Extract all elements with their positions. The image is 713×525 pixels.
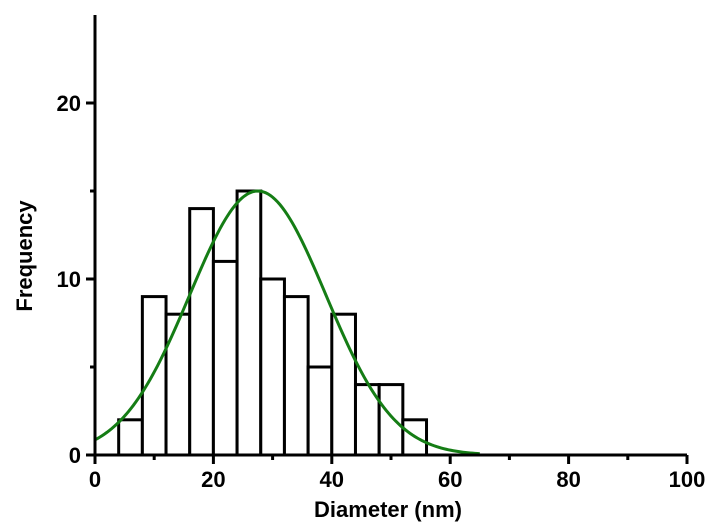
histogram-bar [259, 277, 286, 457]
histogram-bar [211, 259, 239, 457]
histogram-bar [306, 365, 334, 457]
x-tick-label: 40 [320, 467, 344, 492]
histogram-bar [117, 418, 144, 457]
histogram-bar [282, 295, 310, 457]
histogram-bar [235, 189, 263, 457]
histogram-bar [140, 295, 168, 457]
histogram-bar [377, 383, 405, 457]
histogram-bar [164, 312, 192, 457]
y-tick-label: 10 [57, 267, 81, 292]
x-tick-label: 100 [669, 467, 706, 492]
y-tick-label: 20 [57, 91, 81, 116]
x-tick-label: 60 [438, 467, 462, 492]
x-tick-label: 80 [556, 467, 580, 492]
y-axis-title: Frequency [12, 200, 37, 312]
axis-ticks [86, 101, 689, 464]
gaussian-fit-curve [94, 189, 480, 456]
histogram-bars [117, 189, 429, 457]
y-tick-label: 0 [69, 443, 81, 468]
x-axis-title: Diameter (nm) [314, 497, 462, 522]
tick-labels: 0 20 40 60 80 100 0 10 20 [57, 91, 706, 492]
x-tick-label: 0 [89, 467, 101, 492]
x-tick-label: 20 [201, 467, 225, 492]
